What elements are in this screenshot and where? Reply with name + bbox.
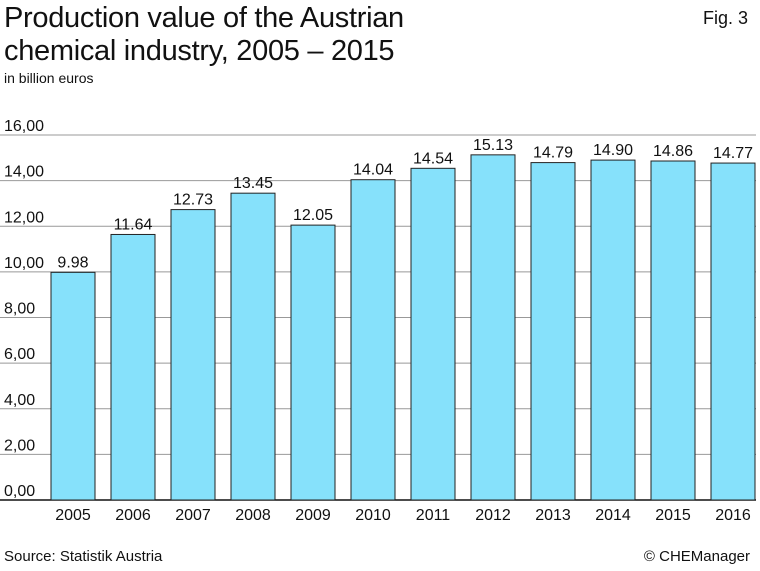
y-tick-label: 10,00 [4,255,44,272]
x-tick-label: 2008 [235,507,271,524]
value-label: 15.13 [473,137,513,154]
value-label: 11.64 [114,216,153,233]
y-tick-label: 0,00 [4,483,35,500]
y-tick-label: 6,00 [4,346,35,363]
label-layer: 0,00 2,00 4,00 6,00 8,00 10,00 12,00 14,00 16,00… [4,118,753,524]
bar-2014 [590,159,636,501]
bar-2010 [350,179,396,501]
bar-2006 [110,233,156,501]
bar-layer [50,154,756,501]
x-tick-label: 2011 [416,507,451,524]
x-tick-label: 2010 [355,507,391,524]
value-label: 12.05 [293,207,333,224]
chart-title-line-1: Production value of the Austrian [4,2,404,34]
x-tick-label: 2009 [295,507,331,524]
chart-subtitle: in billion euros [4,70,94,86]
bar-2009 [290,224,336,501]
y-tick-label: 16,00 [4,118,44,135]
y-tick-label: 2,00 [4,437,35,454]
bar-2005 [50,271,96,501]
source-note: Source: Statistik Austria [4,548,163,565]
x-tick-label: 2015 [655,507,691,524]
value-label: 14.04 [353,162,393,179]
bar-2011 [410,167,456,501]
chart-title: Production value of the Austrian chemica… [4,2,404,68]
value-label: 14.54 [413,150,453,167]
x-tick-label: 2007 [175,507,211,524]
bar-2008 [230,192,276,501]
value-label: 14.79 [533,145,573,162]
bar-2013 [530,162,576,501]
y-tick-label: 8,00 [4,301,35,318]
value-label: 14.77 [713,145,753,162]
y-tick-label: 14,00 [4,164,44,181]
bar-2012 [470,154,516,501]
x-tick-label: 2006 [115,507,151,524]
y-tick-label: 4,00 [4,392,35,409]
value-label: 14.86 [653,143,693,160]
value-label: 14.90 [593,142,633,159]
figure-label: Fig. 3 [702,8,748,28]
x-tick-label: 2012 [475,507,511,524]
bar-2007 [170,209,216,501]
x-tick-label: 2016 [715,507,751,524]
x-tick-label: 2005 [55,507,91,524]
x-tick-label: 2013 [535,507,571,524]
value-label: 12.73 [173,192,213,209]
y-tick-label: 12,00 [4,209,44,226]
value-label: 9.98 [57,254,88,271]
bar-2016 [710,162,756,501]
chart-title-line-2: chemical industry, 2005 – 2015 [4,35,395,67]
bar-2015 [650,160,696,501]
x-tick-label: 2014 [595,507,631,524]
copyright-note: © CHEManager [643,548,750,565]
value-label: 13.45 [233,175,273,192]
